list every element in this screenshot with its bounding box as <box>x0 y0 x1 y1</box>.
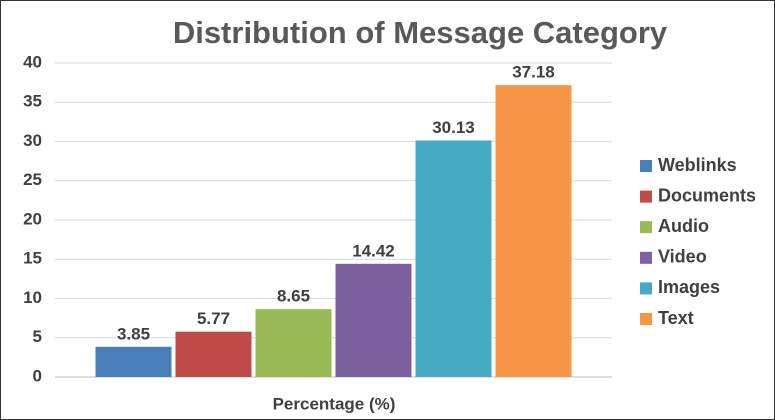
value-label: 37.18 <box>512 63 555 82</box>
legend-label: Weblinks <box>658 155 737 175</box>
value-label: 14.42 <box>352 241 395 260</box>
value-label: 30.13 <box>432 118 475 137</box>
bar <box>95 346 172 377</box>
value-label: 8.65 <box>277 287 310 306</box>
y-tick-label: 15 <box>23 249 42 268</box>
value-label: 5.77 <box>197 309 230 328</box>
y-tick-label: 5 <box>33 327 42 346</box>
y-tick-label: 35 <box>23 92 42 111</box>
legend-swatch <box>640 251 652 264</box>
bar <box>415 140 492 377</box>
bar <box>495 85 572 378</box>
legend-label: Audio <box>658 216 709 236</box>
legend-label: Video <box>658 247 707 267</box>
legend-label: Images <box>658 277 720 297</box>
bar <box>175 331 252 377</box>
legend-label: Documents <box>658 185 756 205</box>
bar <box>255 309 332 377</box>
legend-swatch <box>640 282 652 295</box>
y-tick-label: 20 <box>23 209 42 228</box>
chart-title: Distribution of Message Category <box>173 15 668 50</box>
legend-swatch <box>640 313 652 325</box>
value-label: 3.85 <box>117 324 150 343</box>
legend-label: Text <box>658 308 694 328</box>
legend-swatch <box>640 190 652 203</box>
y-tick-label: 25 <box>23 170 42 189</box>
y-tick-label: 10 <box>23 288 42 307</box>
legend-swatch <box>640 160 652 172</box>
legend-swatch <box>640 221 652 234</box>
bar <box>335 263 412 377</box>
x-axis-label: Percentage (%) <box>273 394 396 413</box>
y-tick-label: 0 <box>33 366 42 385</box>
y-tick-label: 40 <box>23 52 42 71</box>
y-tick-label: 30 <box>23 131 42 150</box>
